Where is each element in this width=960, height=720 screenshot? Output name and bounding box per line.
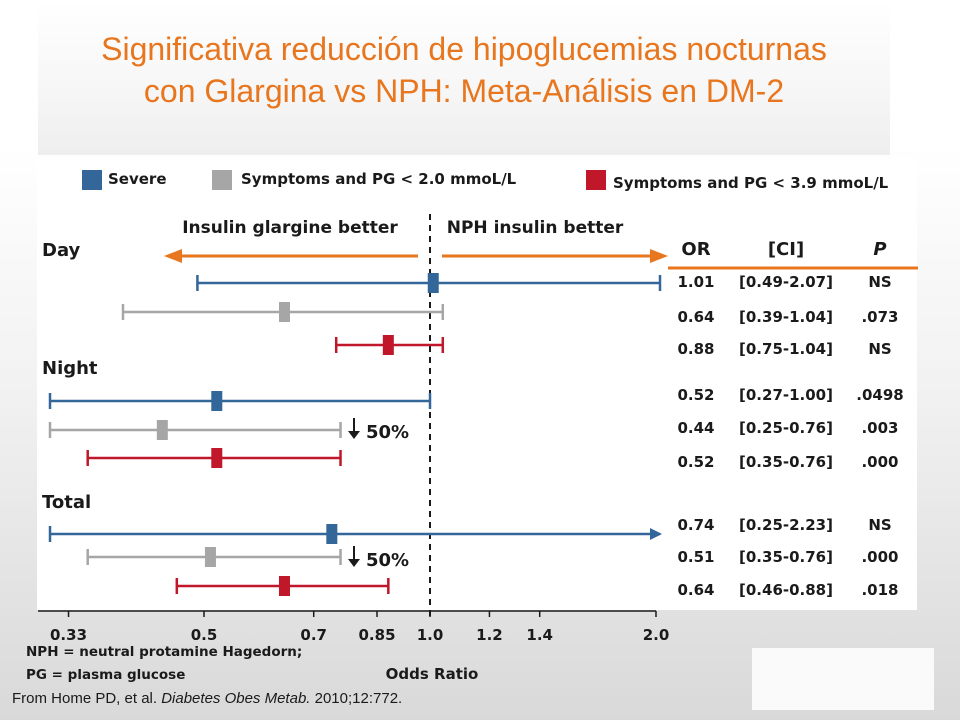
legend-swatch-2 [212,170,232,190]
table-p-total-3: .018 [861,581,898,599]
point-estimate-total-1 [326,524,338,544]
x-tick-label-8: 2.0 [643,626,670,644]
table-header-p: P [873,239,886,260]
arrow-right-head [650,249,668,263]
point-estimate-total-3 [278,576,290,596]
table-ci-total-3: [0.46-0.88] [739,581,833,599]
slide-title-line1: Significativa reducción de hipoglucemias… [101,31,827,67]
table-ci-day-2: [0.39-1.04] [739,308,833,326]
table-or-day-1: 1.01 [677,273,714,291]
table-or-total-3: 0.64 [677,581,714,599]
table-p-day-1: NS [868,273,891,291]
direction-right-label: NPH insulin better [447,218,624,238]
x-tick-label-2: 0.5 [191,626,218,644]
table-header-or: OR [681,239,710,260]
slide-title-line2: con Glargina vs NPH: Meta-Análisis en DM… [143,73,785,109]
x-tick-label-5: 1.0 [417,626,444,644]
table-p-night-2: .003 [861,419,898,437]
legend-swatch-3 [586,170,606,190]
legend-label-2: Symptoms and PG < 2.0 mmoL/L [241,170,517,188]
table-or-night-2: 0.44 [677,419,714,437]
table-ci-total-2: [0.35-0.76] [739,548,833,566]
table-or-total-1: 0.74 [677,516,714,534]
table-or-day-3: 0.88 [677,340,714,358]
table-p-night-1: .0498 [856,386,903,404]
legend-label-1: Severe [108,170,167,188]
group-label-night: Night [42,358,98,379]
footnote-nph: NPH = neutral protamine Hagedorn; [26,644,302,660]
group-label-total: Total [42,492,91,513]
citation-prefix: From Home PD, et al. [12,690,162,707]
point-estimate-day-3 [382,335,394,355]
x-tick-label-6: 1.2 [476,626,503,644]
point-estimate-night-1 [211,391,223,411]
reduction-arrow-head-total [348,559,360,567]
table-or-night-1: 0.52 [677,386,714,404]
x-tick-label-3: 0.7 [300,626,327,644]
table-ci-night-1: [0.27-1.00] [739,386,833,404]
point-estimate-day-1 [427,273,439,293]
reduction-label-night: 50% [366,422,409,443]
x-axis-title: Odds Ratio [386,665,479,683]
table-p-total-1: NS [868,516,891,534]
citation-suffix: 2010;12:772. [310,690,403,707]
reduction-arrow-head-night [348,431,360,439]
group-label-day: Day [42,240,81,261]
table-ci-night-2: [0.25-0.76] [739,419,833,437]
table-p-total-2: .000 [861,548,898,566]
point-estimate-night-3 [211,448,223,468]
table-ci-day-3: [0.75-1.04] [739,340,833,358]
table-ci-total-1: [0.25-2.23] [739,516,833,534]
corner-box [752,648,934,710]
legend-label-3: Symptoms and PG < 3.9 mmoL/L [613,174,889,192]
table-ci-day-1: [0.49-2.07] [739,273,833,291]
table-or-day-2: 0.64 [677,308,714,326]
title-band [38,0,890,155]
table-p-night-3: .000 [861,453,898,471]
point-estimate-total-2 [204,547,216,567]
slide-title: Significativa reducción de hipoglucemias… [38,28,890,112]
point-estimate-day-2 [278,302,290,322]
citation-journal: Diabetes Obes Metab. [161,690,311,707]
table-p-day-2: .073 [861,308,898,326]
x-tick-label-7: 1.4 [526,626,553,644]
direction-left-label: Insulin glargine better [182,218,398,238]
reduction-label-total: 50% [366,550,409,571]
citation: From Home PD, et al. Diabetes Obes Metab… [12,690,402,707]
point-estimate-night-2 [156,420,168,440]
legend-swatch-1 [82,170,102,190]
x-tick-label-4: 0.85 [359,626,396,644]
table-or-night-3: 0.52 [677,453,714,471]
table-or-total-2: 0.51 [677,548,714,566]
footnote-pg: PG = plasma glucose [26,667,185,683]
arrow-left-head [164,249,182,263]
table-p-day-3: NS [868,340,891,358]
table-ci-night-3: [0.35-0.76] [739,453,833,471]
x-tick-label-1: 0.33 [50,626,87,644]
ci-arrow-right-total-1 [650,528,662,540]
table-header-ci: [CI] [768,239,804,260]
